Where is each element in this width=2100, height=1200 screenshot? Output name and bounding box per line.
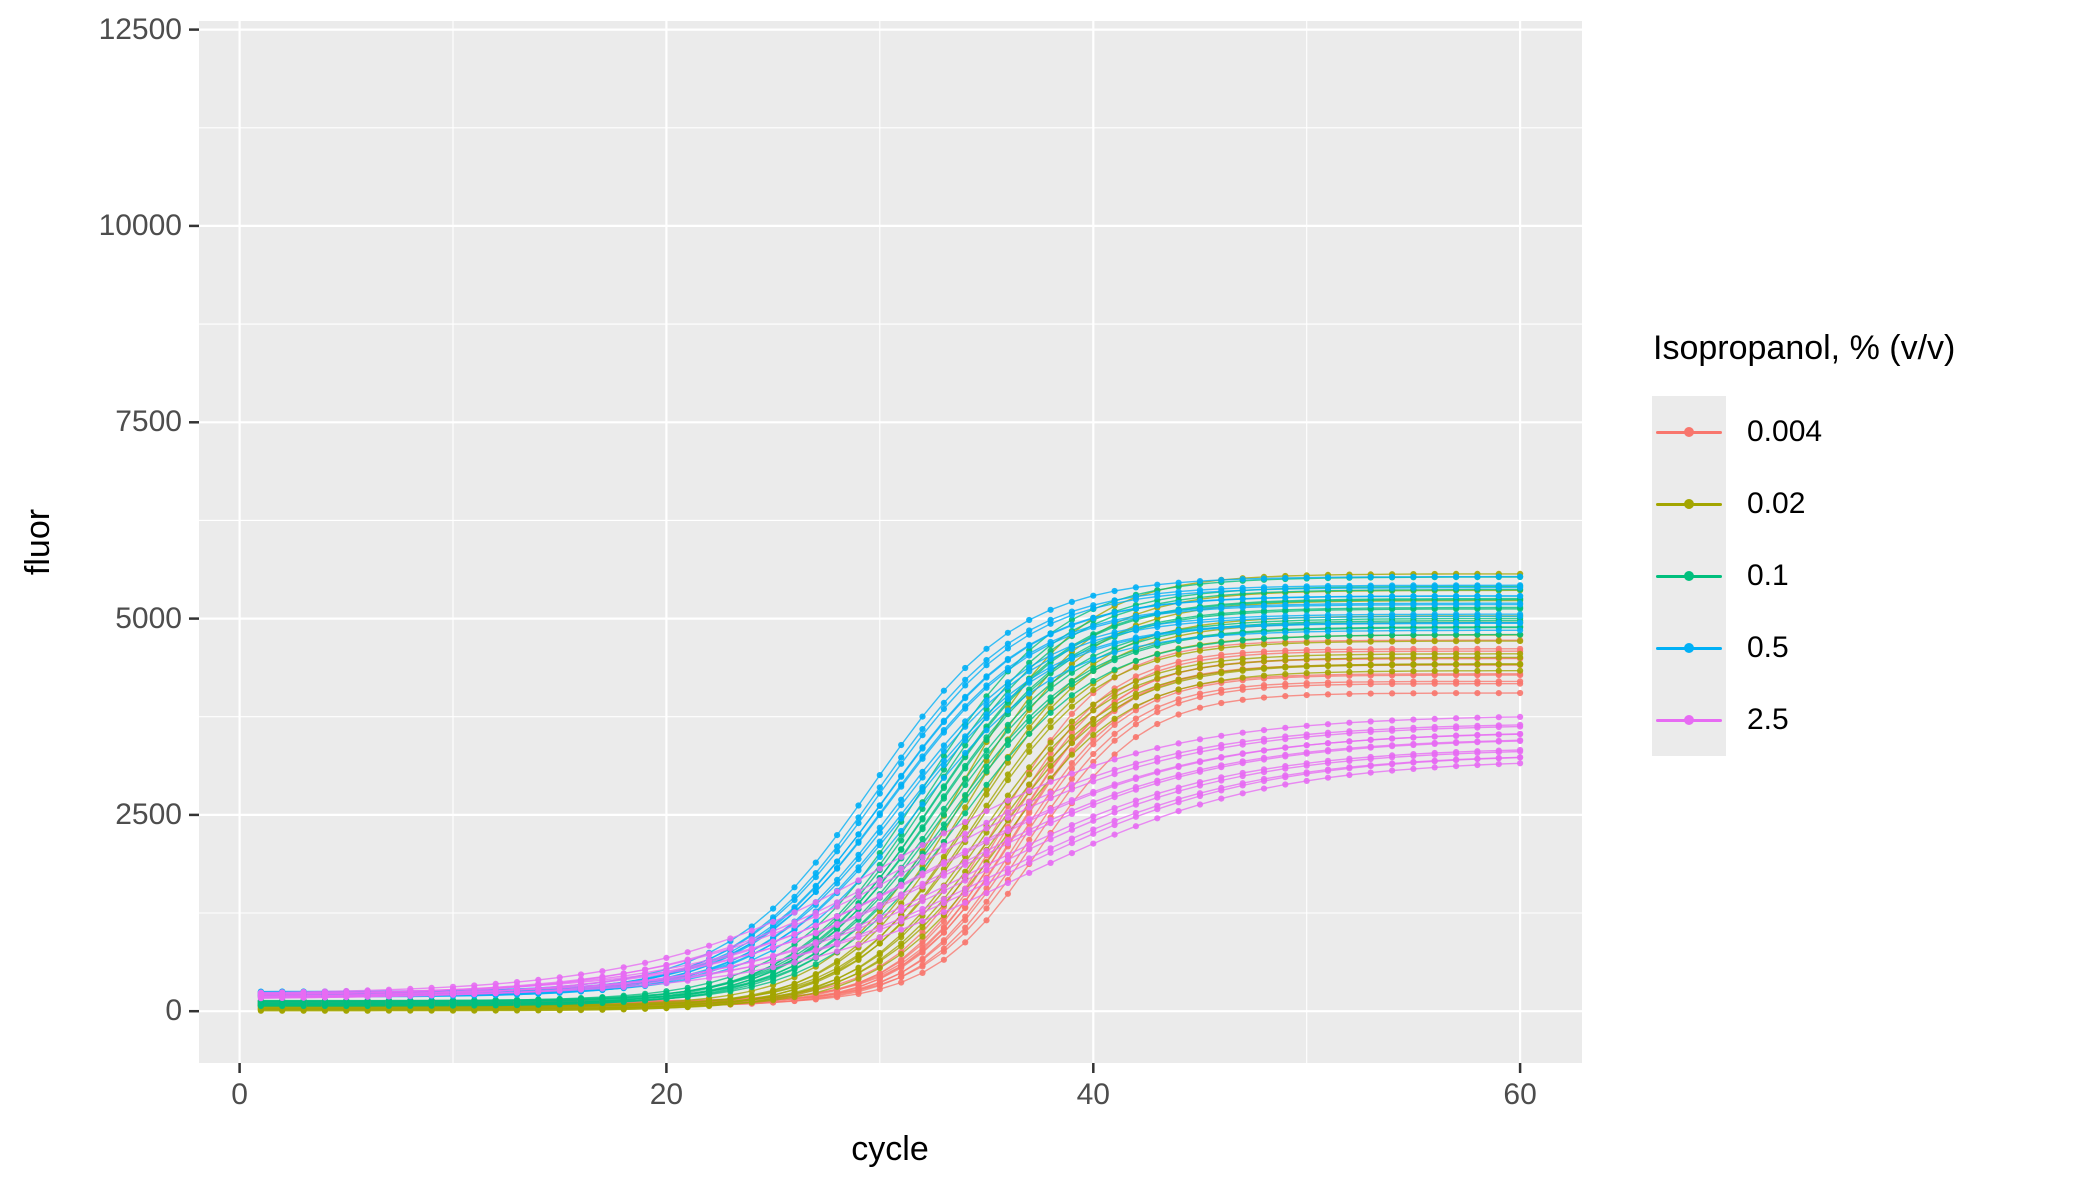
legend-key: [1652, 468, 1726, 540]
y-tick-label: 12500: [98, 12, 182, 46]
y-tick-label: 7500: [115, 405, 182, 439]
legend-label: 0.02: [1747, 487, 1806, 520]
legend-key-dot: [1684, 715, 1694, 725]
legend-label: 0.5: [1747, 631, 1789, 664]
x-tick-label: 20: [649, 1078, 684, 1111]
legend-key: [1652, 396, 1726, 468]
legend-key: [1652, 612, 1726, 684]
legend-label: 0.004: [1747, 415, 1823, 448]
y-tick-label: 2500: [115, 797, 182, 831]
x-tick-label: 60: [1503, 1078, 1537, 1111]
legend-key-dot: [1684, 571, 1694, 581]
y-tick-label: 10000: [98, 208, 182, 242]
legend-key: [1652, 540, 1726, 612]
legend-key-dot: [1684, 427, 1694, 437]
legend-title: Isopropanol, % (v/v): [1653, 329, 1956, 367]
x-axis-title: cycle: [851, 1130, 929, 1168]
legend-key: [1652, 684, 1726, 756]
legend-key-dot: [1684, 643, 1694, 653]
y-axis-title: fluor: [19, 508, 57, 576]
legend-label: 2.5: [1747, 703, 1789, 736]
legend-key-dot: [1684, 499, 1694, 509]
y-tick-label: 5000: [115, 601, 182, 635]
x-tick-label: 0: [231, 1078, 248, 1111]
x-tick-label: 40: [1076, 1078, 1110, 1111]
legend-label: 0.1: [1747, 559, 1789, 592]
y-tick-label: 0: [165, 994, 182, 1028]
